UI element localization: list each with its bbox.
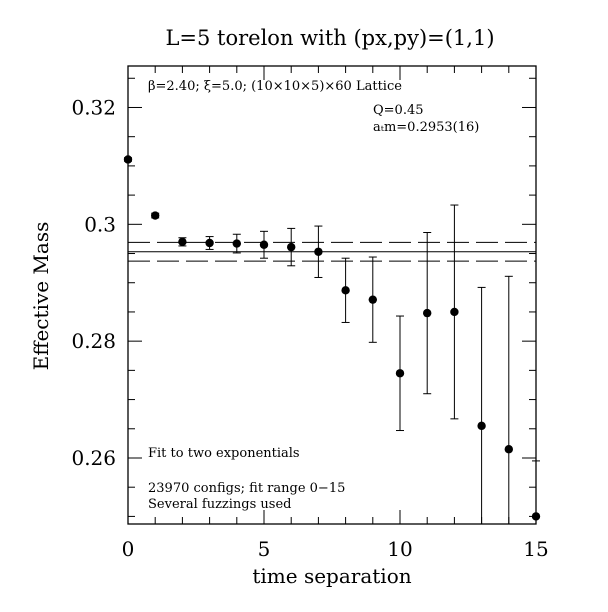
axis-ticks: 0 5 10 15 0.26 0.28 0.3 0.32 xyxy=(71,66,549,561)
data-point xyxy=(314,225,323,278)
data-point xyxy=(423,231,432,395)
data-marker xyxy=(205,238,214,248)
y-axis-label: Effective Mass xyxy=(29,222,53,371)
annotation-fuzzings: Several fuzzings used xyxy=(148,497,292,512)
data-point xyxy=(504,275,513,524)
data-point xyxy=(395,315,405,432)
y-tick-label: 0.26 xyxy=(71,446,116,470)
chart-title: L=5 torelon with (px,py)=(1,1) xyxy=(165,26,494,50)
data-point xyxy=(341,257,350,323)
annotation-mass: aₜm=0.2953(16) xyxy=(373,120,479,135)
data-marker xyxy=(531,512,541,521)
y-tick-label: 0.3 xyxy=(84,212,116,236)
data-point xyxy=(151,211,160,220)
data-marker xyxy=(504,445,513,454)
data-point xyxy=(205,236,214,250)
data-point xyxy=(287,227,296,267)
data-point xyxy=(531,460,541,524)
data-point xyxy=(178,237,187,247)
data-marker xyxy=(423,308,432,318)
x-tick-label: 0 xyxy=(122,537,135,561)
x-tick-label: 10 xyxy=(387,537,412,561)
annotation-configs: 23970 configs; fit range 0−15 xyxy=(148,481,345,496)
data-point xyxy=(450,204,459,420)
fit-band xyxy=(128,241,536,262)
data-marker xyxy=(368,295,377,304)
data-marker xyxy=(259,240,269,249)
data-point xyxy=(232,233,241,254)
data-marker xyxy=(314,247,323,256)
x-tick-label: 15 xyxy=(523,537,548,561)
x-axis-label: time separation xyxy=(252,564,411,588)
y-tick-label: 0.28 xyxy=(71,329,116,353)
data-marker xyxy=(178,237,187,247)
data-point xyxy=(123,155,133,164)
data-marker xyxy=(395,369,405,378)
data-point xyxy=(477,286,486,524)
x-tick-label: 5 xyxy=(258,537,271,561)
data-marker xyxy=(450,307,459,317)
data-marker xyxy=(123,155,133,164)
annotation-fit: Fit to two exponentials xyxy=(148,446,300,461)
annotation-lattice: β=2.40; ξ=5.0; (10×10×5)×60 Lattice xyxy=(148,79,402,94)
data-series xyxy=(123,155,541,524)
data-point xyxy=(368,256,377,343)
data-marker xyxy=(287,242,296,252)
data-marker xyxy=(341,286,350,295)
annotation-q: Q=0.45 xyxy=(373,103,424,118)
data-marker xyxy=(477,421,486,431)
plot-frame xyxy=(127,65,537,525)
y-tick-label: 0.32 xyxy=(71,95,116,119)
data-point xyxy=(259,230,269,259)
data-marker xyxy=(232,239,241,248)
data-marker xyxy=(151,211,160,220)
